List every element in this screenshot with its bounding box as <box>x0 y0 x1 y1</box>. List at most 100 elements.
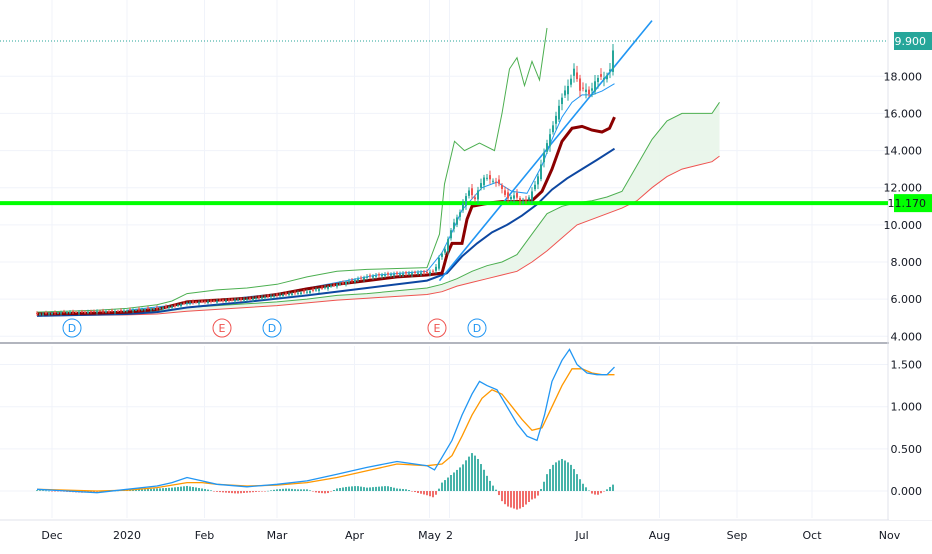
candle-body[interactable] <box>57 313 59 314</box>
candle-body[interactable] <box>189 303 191 304</box>
candle-body[interactable] <box>177 305 179 306</box>
candle-body[interactable] <box>549 134 551 146</box>
candle-body[interactable] <box>60 313 62 314</box>
candle-body[interactable] <box>324 287 326 288</box>
candle-body[interactable] <box>39 314 41 315</box>
candle-body[interactable] <box>216 301 218 302</box>
candle-body[interactable] <box>345 282 347 284</box>
candle-body[interactable] <box>567 86 569 94</box>
candle-body[interactable] <box>579 78 581 90</box>
candle-body[interactable] <box>72 311 74 312</box>
candle-body[interactable] <box>159 308 161 309</box>
candle-body[interactable] <box>168 307 170 308</box>
candle-body[interactable] <box>432 271 434 272</box>
candle-body[interactable] <box>474 197 476 199</box>
candle-body[interactable] <box>450 230 452 238</box>
candle-body[interactable] <box>384 275 386 276</box>
candle-body[interactable] <box>534 185 536 189</box>
candle-body[interactable] <box>279 295 281 296</box>
candle-body[interactable] <box>306 292 308 293</box>
candle-body[interactable] <box>465 196 467 206</box>
candle-body[interactable] <box>258 297 260 298</box>
candle-body[interactable] <box>543 153 545 163</box>
candle-body[interactable] <box>129 309 131 310</box>
candle-body[interactable] <box>366 277 368 278</box>
candle-body[interactable] <box>147 308 149 309</box>
candle-body[interactable] <box>453 222 455 228</box>
candle-body[interactable] <box>249 298 251 299</box>
candle-body[interactable] <box>264 297 266 298</box>
candle-body[interactable] <box>597 78 599 82</box>
candle-body[interactable] <box>489 175 491 179</box>
candle-body[interactable] <box>234 300 236 301</box>
candle-body[interactable] <box>165 306 167 307</box>
candle-body[interactable] <box>312 290 314 291</box>
candle-body[interactable] <box>507 192 509 198</box>
candle-body[interactable] <box>429 272 431 274</box>
candle-body[interactable] <box>309 291 311 293</box>
candle-body[interactable] <box>546 143 548 152</box>
candle-body[interactable] <box>360 278 362 279</box>
candle-body[interactable] <box>225 300 227 301</box>
candle-body[interactable] <box>63 311 65 312</box>
candle-body[interactable] <box>342 282 344 283</box>
candle-body[interactable] <box>327 287 329 289</box>
candle-body[interactable] <box>591 88 593 90</box>
candle-body[interactable] <box>363 278 365 280</box>
candle-body[interactable] <box>150 309 152 310</box>
candle-body[interactable] <box>480 183 482 188</box>
candle-body[interactable] <box>297 293 299 294</box>
candle-body[interactable] <box>603 78 605 80</box>
candle-body[interactable] <box>522 202 524 203</box>
candle-body[interactable] <box>372 276 374 278</box>
candle-body[interactable] <box>492 181 494 182</box>
candle-body[interactable] <box>66 312 68 313</box>
candle-body[interactable] <box>78 312 80 313</box>
candle-body[interactable] <box>45 312 47 313</box>
candle-body[interactable] <box>390 274 392 275</box>
candle-body[interactable] <box>174 305 176 306</box>
candle-body[interactable] <box>381 275 383 276</box>
price-axis[interactable]: 4.0006.0008.00010.00012.00014.00016.0001… <box>884 0 932 520</box>
candle-body[interactable] <box>447 239 449 251</box>
candle-body[interactable] <box>195 302 197 303</box>
candle-body[interactable] <box>438 258 440 269</box>
candle-body[interactable] <box>318 289 320 291</box>
candle-body[interactable] <box>255 298 257 299</box>
candle-body[interactable] <box>240 299 242 300</box>
candle-body[interactable] <box>93 311 95 312</box>
candle-body[interactable] <box>51 313 53 314</box>
candle-body[interactable] <box>204 301 206 302</box>
candle-body[interactable] <box>180 304 182 306</box>
candle-body[interactable] <box>501 185 503 189</box>
candle-body[interactable] <box>213 301 215 302</box>
candle-body[interactable] <box>411 273 413 275</box>
candle-body[interactable] <box>135 310 137 311</box>
candle-body[interactable] <box>252 298 254 299</box>
candle-body[interactable] <box>246 299 248 300</box>
candle-body[interactable] <box>48 313 50 314</box>
candle-body[interactable] <box>153 309 155 310</box>
candle-body[interactable] <box>354 280 356 282</box>
candle-body[interactable] <box>540 164 542 179</box>
candle-body[interactable] <box>555 116 557 124</box>
candle-body[interactable] <box>69 312 71 313</box>
candle-body[interactable] <box>570 79 572 85</box>
candle-body[interactable] <box>300 292 302 294</box>
candle-body[interactable] <box>552 125 554 132</box>
candle-body[interactable] <box>228 300 230 301</box>
candle-body[interactable] <box>120 310 122 311</box>
candle-body[interactable] <box>435 267 437 271</box>
candle-body[interactable] <box>231 299 233 300</box>
candle-body[interactable] <box>612 50 614 71</box>
candle-body[interactable] <box>498 180 500 184</box>
candle-body[interactable] <box>291 294 293 295</box>
candle-body[interactable] <box>396 273 398 274</box>
candle-body[interactable] <box>162 308 164 309</box>
candle-body[interactable] <box>276 294 278 295</box>
candle-body[interactable] <box>441 254 443 257</box>
candle-body[interactable] <box>510 197 512 199</box>
